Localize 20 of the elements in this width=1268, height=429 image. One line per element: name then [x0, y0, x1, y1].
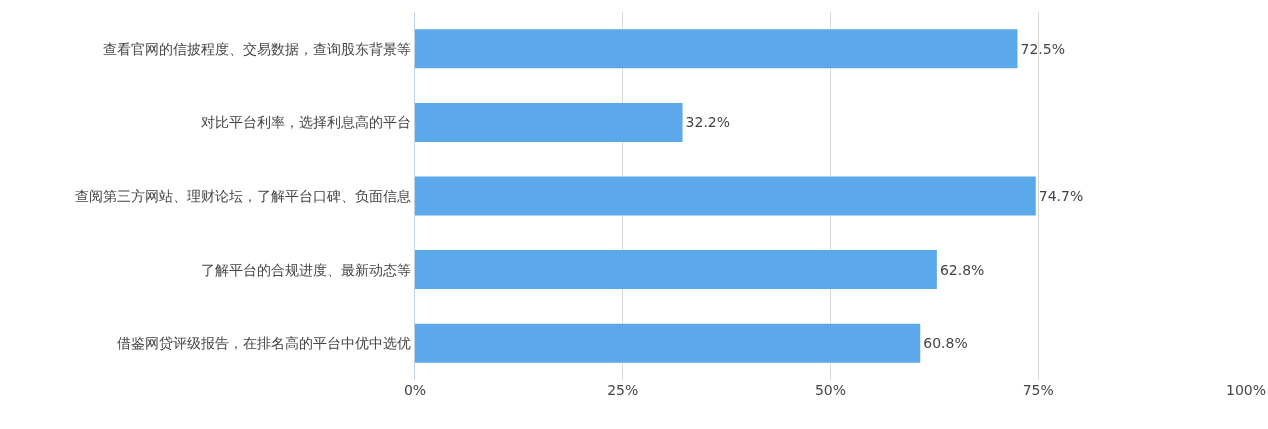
bar [415, 250, 937, 290]
data-label: 74.7% [1038, 188, 1084, 204]
bar [415, 29, 1018, 69]
data-label: 72.5% [1020, 40, 1065, 57]
x-tick-label: 50% [814, 382, 847, 398]
y-tick-label: 查阅第三方网站、理财论坛，了解平台口碑、负面信息 [75, 187, 412, 204]
y-tick-label: 查看官网的信披程度、交易数据，查询股东背景等 [103, 40, 412, 57]
x-tick-label: 0% [403, 382, 427, 398]
x-tick-label: 75% [1022, 382, 1054, 398]
y-tick-label: 借鉴网贷评级报告，在排名高的平台中优中选优 [117, 335, 412, 352]
x-tick-label: 25% [607, 382, 639, 398]
data-label: 32.2% [685, 114, 731, 131]
x-tick-label: 100% [1225, 382, 1267, 398]
y-tick-label: 了解平台的合规进度、最新动态等 [201, 261, 412, 278]
y-tick-label: 对比平台利率，选择利息高的平台 [201, 114, 412, 131]
bar [415, 102, 683, 142]
bar [415, 323, 921, 363]
data-label: 60.8% [923, 335, 968, 352]
bar [415, 176, 1036, 216]
data-label: 62.8% [939, 261, 985, 278]
